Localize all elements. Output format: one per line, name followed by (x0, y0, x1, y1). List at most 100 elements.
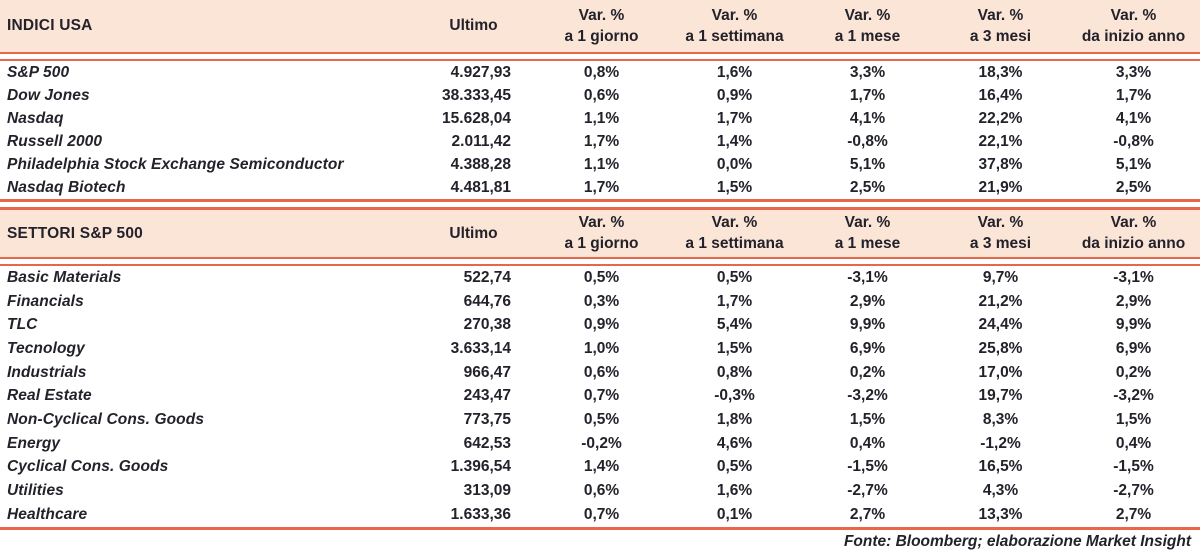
row-var-value: -0,2% (581, 434, 622, 452)
var-column-header: Var. % a 1 mese (801, 210, 934, 257)
row-var-value: 4,1% (849, 109, 886, 127)
table-row: Basic Materials 522,74 0,5% 0,5% -3,1% 9,7% -3… (0, 266, 1200, 290)
var-period-label: a 1 giorno (564, 27, 639, 45)
header-double-rule (0, 257, 1200, 266)
row-var-value: 0,9% (716, 86, 753, 104)
table-row: Energy 642,53 -0,2% 4,6% 0,4% -1,2% 0,4% (0, 432, 1200, 456)
row-var-value: 1,7% (849, 86, 886, 104)
table-row: Russell 2000 2.011,42 1,7% 1,4% -0,8% 22,1% -0… (0, 130, 1200, 153)
row-var-value: 16,4% (978, 86, 1023, 104)
row-ultimo-value: 4.388,28 (450, 155, 511, 173)
row-var-value: 2,9% (849, 292, 886, 310)
var-column-header: Var. % a 1 giorno (535, 210, 668, 257)
row-ultimo-value: 522,74 (463, 268, 511, 286)
row-ultimo-value: 1.396,54 (450, 458, 511, 476)
table-row: Real Estate 243,47 0,7% -0,3% -3,2% 19,7% -3,2… (0, 384, 1200, 408)
row-label: Dow Jones (7, 86, 90, 104)
row-var-value: 0,6% (583, 482, 620, 500)
row-var-value: 5,1% (849, 155, 886, 173)
row-ultimo-value: 642,53 (463, 434, 511, 452)
row-var-value: -2,7% (1113, 482, 1154, 500)
row-var-value: 1,6% (716, 482, 753, 500)
row-var-value: 16,5% (978, 458, 1023, 476)
row-var-value: 0,2% (849, 363, 886, 381)
row-label: Tecnology (7, 339, 85, 357)
table-row: Dow Jones 38.333,45 0,6% 0,9% 1,7% 16,4% 1,7% (0, 84, 1200, 107)
row-var-value: 0,3% (583, 292, 620, 310)
row-label: Nasdaq Biotech (7, 178, 126, 196)
table-row: Nasdaq Biotech 4.481,81 1,7% 1,5% 2,5% 21,9% 2… (0, 176, 1200, 199)
row-label: Non-Cyclical Cons. Goods (7, 410, 205, 428)
row-var-value: -0,8% (847, 132, 888, 150)
row-var-value: 0,0% (716, 155, 753, 173)
row-label: Industrials (7, 363, 87, 381)
row-label: TLC (7, 316, 38, 334)
table-row: Industrials 966,47 0,6% 0,8% 0,2% 17,0% 0,2% (0, 361, 1200, 385)
row-var-value: 8,3% (982, 410, 1019, 428)
var-column-header: Var. % a 1 settimana (668, 0, 801, 52)
table-header: INDICI USA Ultimo Var. % a 1 giorno Var. %… (0, 0, 1200, 52)
row-var-value: 18,3% (978, 63, 1023, 81)
settori-sp500-table: SETTORI S&P 500 Ultimo Var. % a 1 giorno V… (0, 207, 1200, 530)
row-var-value: 2,5% (1115, 178, 1152, 196)
row-var-value: 0,6% (583, 363, 620, 381)
row-var-value: 5,4% (716, 316, 753, 334)
row-var-value: -3,1% (847, 268, 888, 286)
var-column-header: Var. % da inizio anno (1067, 0, 1200, 52)
row-ultimo-value: 38.333,45 (442, 86, 511, 104)
table-row: S&P 500 4.927,93 0,8% 1,6% 3,3% 18,3% 3,3% (0, 61, 1200, 84)
row-var-value: 22,2% (978, 109, 1023, 127)
row-ultimo-value: 1.633,36 (450, 505, 511, 523)
var-column-header: Var. % a 3 mesi (934, 0, 1067, 52)
source-note: Fonte: Bloomberg; elaborazione Market In… (843, 532, 1191, 550)
row-var-value: 1,1% (583, 109, 620, 127)
table-row: Non-Cyclical Cons. Goods 773,75 0,5% 1,8% 1,… (0, 408, 1200, 432)
row-var-value: -1,5% (847, 458, 888, 476)
row-var-value: 2,7% (1115, 505, 1152, 523)
row-ultimo-value: 313,09 (463, 482, 511, 500)
table-row: Cyclical Cons. Goods 1.396,54 1,4% 0,5% -1,5… (0, 456, 1200, 480)
row-var-value: 13,3% (978, 505, 1023, 523)
row-var-value: 1,5% (716, 178, 753, 196)
row-label: Energy (7, 434, 61, 452)
row-var-value: -3,1% (1113, 268, 1154, 286)
table-row: Nasdaq 15.628,04 1,1% 1,7% 4,1% 22,2% 4,1% (0, 107, 1200, 130)
var-label: Var. % (977, 214, 1024, 231)
row-var-value: 0,2% (1115, 363, 1152, 381)
row-var-value: 4,1% (1115, 109, 1152, 127)
var-period-label: a 1 settimana (685, 235, 784, 252)
row-var-value: 0,4% (849, 434, 886, 452)
table-title: SETTORI S&P 500 (7, 224, 143, 242)
row-var-value: 1,7% (1115, 86, 1152, 104)
table-bottom-rule (0, 526, 1200, 530)
table-header: SETTORI S&P 500 Ultimo Var. % a 1 giorno V… (0, 210, 1200, 257)
row-var-value: 0,9% (583, 316, 620, 334)
row-ultimo-value: 773,75 (463, 410, 511, 428)
table-top-rule (0, 207, 1200, 210)
row-var-value: 0,8% (716, 363, 753, 381)
var-period-label: a 3 mesi (969, 235, 1032, 252)
ultimo-column-header: Ultimo (449, 224, 498, 242)
row-ultimo-value: 3.633,14 (450, 339, 511, 357)
row-ultimo-value: 15.628,04 (442, 109, 511, 127)
table-row: Tecnology 3.633,14 1,0% 1,5% 6,9% 25,8% 6,9% (0, 337, 1200, 361)
row-label: S&P 500 (7, 63, 70, 81)
row-var-value: -0,8% (1113, 132, 1154, 150)
table-row: TLC 270,38 0,9% 5,4% 9,9% 24,4% 9,9% (0, 313, 1200, 337)
row-var-value: 5,1% (1115, 155, 1152, 173)
var-label: Var. % (1110, 6, 1157, 24)
var-label: Var. % (977, 6, 1024, 24)
var-column-header: Var. % da inizio anno (1067, 210, 1200, 257)
var-column-header: Var. % a 1 mese (801, 0, 934, 52)
row-ultimo-value: 644,76 (463, 292, 511, 310)
row-var-value: 6,9% (1115, 339, 1152, 357)
row-var-value: 1,7% (716, 292, 753, 310)
row-var-value: 1,1% (583, 155, 620, 173)
row-var-value: 6,9% (849, 339, 886, 357)
row-var-value: 37,8% (978, 155, 1023, 173)
row-var-value: 19,7% (978, 387, 1023, 405)
table-body: S&P 500 4.927,93 0,8% 1,6% 3,3% 18,3% 3,3% Dow … (0, 61, 1200, 199)
var-period-label: a 1 mese (834, 27, 901, 45)
row-var-value: 3,3% (1115, 63, 1152, 81)
